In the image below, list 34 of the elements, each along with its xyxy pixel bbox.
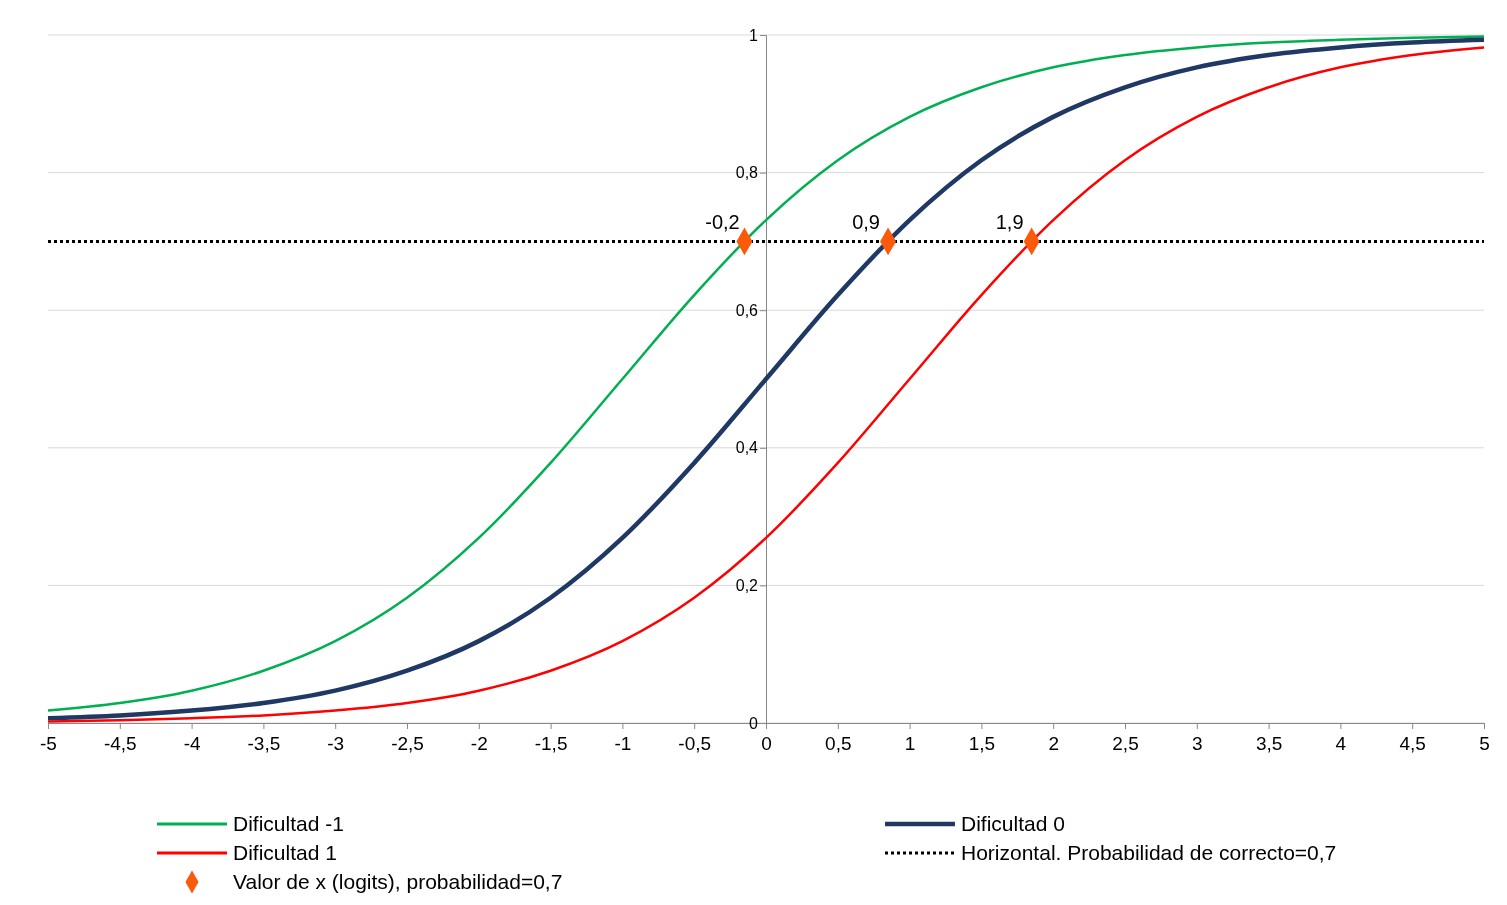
y-tick-label: 0,4 (735, 439, 759, 457)
x-tick-label: -3,5 (247, 733, 281, 755)
x-tick-label: -1 (614, 733, 632, 755)
x-tick-label: 3 (1192, 733, 1203, 755)
legend-label: Dificultad 1 (233, 841, 337, 864)
legend-label: Horizontal. Probabilidad de correcto=0,7 (961, 841, 1337, 864)
x-tick-label: -2,5 (391, 733, 424, 755)
y-tick-label: 0 (749, 714, 759, 732)
legend-label: Valor de x (logits), probabilidad=0,7 (233, 870, 563, 893)
y-tick-label: 1 (749, 26, 759, 44)
x-tick-label: -1,5 (534, 733, 568, 755)
x-tick-label: 1 (904, 733, 916, 755)
y-tick-label: 0,2 (735, 577, 759, 595)
x-tick-label: 4 (1335, 733, 1347, 755)
x-tick-label: -3 (327, 733, 345, 755)
x-tick-label: -5 (40, 733, 57, 755)
x-tick-label: 0,5 (825, 733, 852, 755)
x-tick-label: -4,5 (103, 733, 137, 755)
legend-label: Dificultad -1 (233, 812, 344, 835)
y-tick-label: 0,8 (735, 164, 759, 182)
x-tick-label: 1,5 (968, 733, 996, 755)
annotation: 1,9 (995, 211, 1024, 234)
annotation: -0,2 (705, 211, 740, 234)
legend-label: Dificultad 0 (961, 812, 1065, 835)
x-tick-label: -4 (183, 733, 201, 755)
x-tick-label: -2 (470, 733, 488, 755)
x-tick-label: 2 (1048, 733, 1059, 755)
x-tick-label: 5 (1479, 733, 1490, 755)
x-tick-label: 2,5 (1112, 733, 1139, 755)
x-tick-label: -0,5 (678, 733, 712, 755)
x-tick-label: 3,5 (1255, 733, 1283, 755)
x-tick-label: 4,5 (1399, 733, 1426, 755)
annotation: 0,9 (852, 211, 880, 234)
y-tick-label: 0,6 (735, 301, 759, 319)
